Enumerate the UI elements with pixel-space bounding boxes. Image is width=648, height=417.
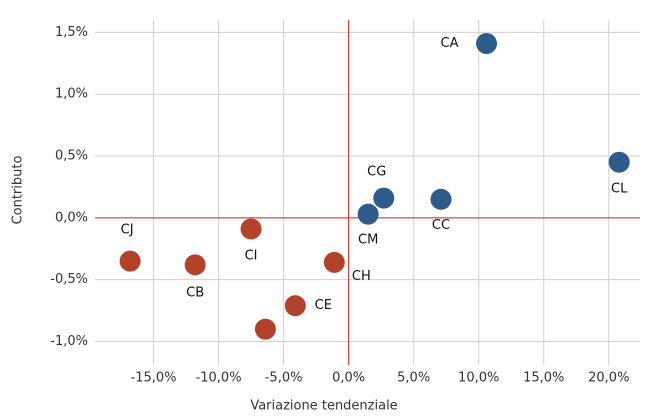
point xyxy=(476,32,498,54)
point xyxy=(284,295,306,317)
y-axis-title: Contributo xyxy=(11,156,26,225)
point xyxy=(608,151,630,173)
x-tick-label: -5,0% xyxy=(265,371,303,386)
y-tick-label: -0,5% xyxy=(50,272,88,287)
point-label: CE xyxy=(315,298,332,313)
y-tick-label: -1,0% xyxy=(50,334,88,349)
point-label: CC xyxy=(432,218,450,233)
y-tick-label: 1,5% xyxy=(55,25,88,40)
point-label: CI xyxy=(245,248,258,263)
point-label: CL xyxy=(611,182,628,197)
x-tick-label: -10,0% xyxy=(196,371,242,386)
x-tick-label: -15,0% xyxy=(131,371,177,386)
point xyxy=(240,218,262,240)
point xyxy=(184,254,206,276)
y-tick-label: 1,0% xyxy=(55,87,88,102)
x-tick-label: 0,0% xyxy=(332,371,365,386)
point-label: CG xyxy=(367,165,386,180)
point xyxy=(430,188,452,210)
point xyxy=(357,203,379,225)
y-tick-label: 0,0% xyxy=(55,210,88,225)
point-label: CJ xyxy=(121,223,134,238)
point-label: CB xyxy=(186,285,204,300)
x-tick-label: 10,0% xyxy=(458,371,499,386)
point-label: CH xyxy=(352,269,371,284)
point xyxy=(323,251,345,273)
x-axis-title: Variazione tendenziale xyxy=(250,399,397,414)
x-tick-label: 5,0% xyxy=(397,371,430,386)
x-tick-label: 15,0% xyxy=(523,371,564,386)
point-label: CA xyxy=(441,36,459,51)
y-tick-label: 0,5% xyxy=(55,149,88,164)
point xyxy=(254,318,276,340)
point xyxy=(119,250,141,272)
point-label: CM xyxy=(358,233,378,248)
point xyxy=(373,187,395,209)
x-tick-label: 20,0% xyxy=(588,371,629,386)
